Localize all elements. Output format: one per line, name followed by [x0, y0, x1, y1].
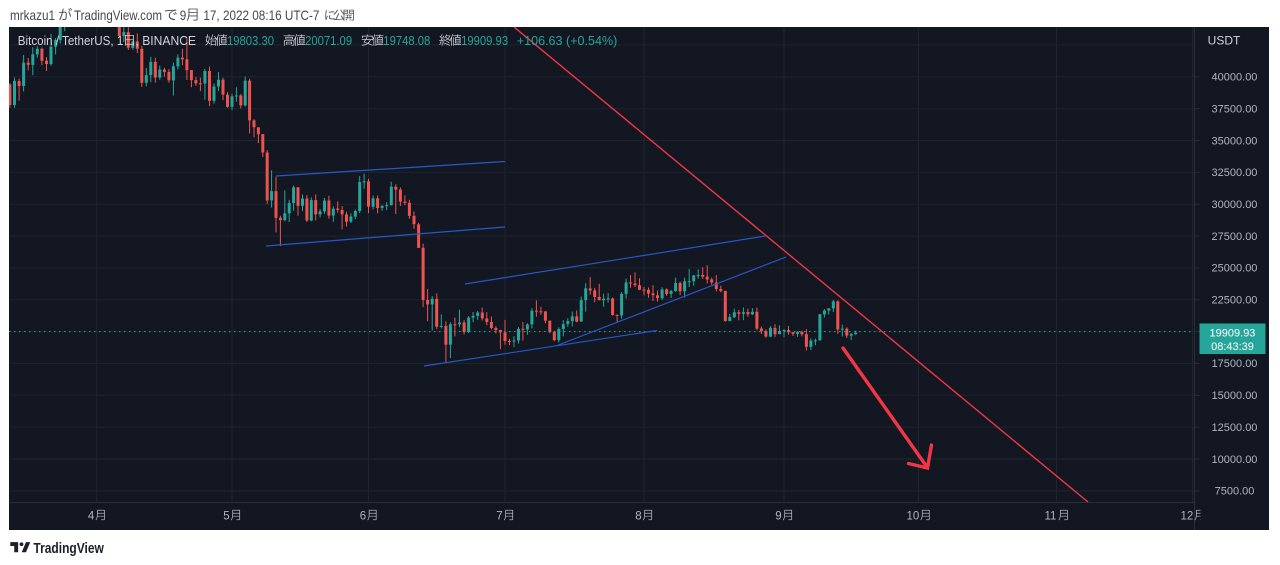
svg-text:17500.00: 17500.00 — [1212, 358, 1258, 370]
svg-text:19909.93: 19909.93 — [461, 33, 508, 48]
svg-text:9: 9 — [775, 511, 781, 523]
svg-text:15000.00: 15000.00 — [1212, 390, 1258, 402]
svg-text:19803.30: 19803.30 — [227, 33, 274, 48]
svg-text:7500.00: 7500.00 — [1215, 486, 1255, 498]
svg-text:mrkazu1: mrkazu1 — [10, 7, 55, 23]
svg-text:12500.00: 12500.00 — [1212, 422, 1258, 434]
svg-text:11: 11 — [1045, 511, 1057, 523]
svg-text:22500.00: 22500.00 — [1212, 295, 1258, 307]
svg-text:40000.00: 40000.00 — [1212, 72, 1258, 84]
svg-text:10000.00: 10000.00 — [1212, 454, 1258, 466]
svg-text:TradingView: TradingView — [33, 540, 104, 557]
svg-text:9: 9 — [180, 7, 187, 23]
svg-text:30000.00: 30000.00 — [1212, 199, 1258, 211]
svg-text:37500.00: 37500.00 — [1212, 104, 1258, 116]
svg-text:12: 12 — [1181, 511, 1194, 523]
svg-text:4: 4 — [88, 511, 95, 523]
svg-text:27500.00: 27500.00 — [1212, 231, 1258, 243]
svg-text:TradingView.com: TradingView.com — [74, 7, 162, 23]
svg-text:35000.00: 35000.00 — [1212, 135, 1258, 147]
svg-text:32500.00: 32500.00 — [1212, 167, 1258, 179]
svg-text:25000.00: 25000.00 — [1212, 263, 1258, 275]
svg-text:7: 7 — [496, 511, 502, 523]
svg-text:19748.08: 19748.08 — [383, 33, 430, 48]
svg-text:20071.09: 20071.09 — [305, 33, 352, 48]
svg-text:19909.93: 19909.93 — [1210, 328, 1256, 340]
svg-text:, BINANCE: , BINANCE — [136, 33, 197, 48]
svg-text:USDT: USDT — [1208, 34, 1241, 48]
svg-text:17, 2022 08:16 UTC-7: 17, 2022 08:16 UTC-7 — [203, 7, 319, 23]
svg-text:6: 6 — [360, 511, 366, 523]
svg-text:5: 5 — [223, 511, 229, 523]
svg-text:+106.63 (+0.54%): +106.63 (+0.54%) — [517, 33, 618, 48]
svg-text:10: 10 — [907, 511, 920, 523]
svg-text:08:43:39: 08:43:39 — [1211, 341, 1254, 353]
svg-text:Bitcoin / TetherUS, 1: Bitcoin / TetherUS, 1 — [18, 33, 124, 48]
svg-text:8: 8 — [635, 511, 641, 523]
